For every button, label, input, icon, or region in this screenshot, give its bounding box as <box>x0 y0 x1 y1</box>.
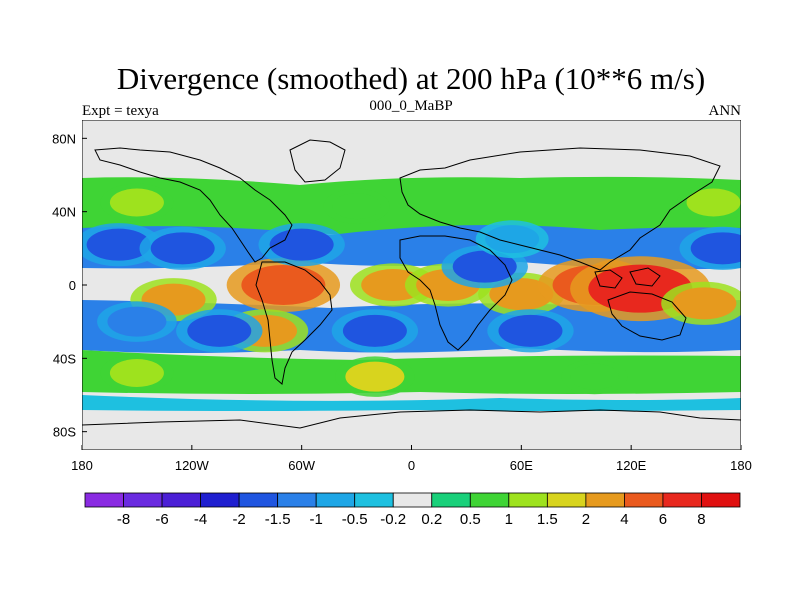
y-tick-label-4: 80S <box>53 425 76 440</box>
colorbar-box-11 <box>508 492 548 508</box>
feature-core-4 <box>489 278 554 311</box>
colorbar-label-11: 1.5 <box>537 511 558 528</box>
colorbar-box-2 <box>161 492 201 508</box>
chart-title: Divergence (smoothed) at 200 hPa (10**6 … <box>117 61 705 96</box>
feature-core-14 <box>342 314 407 347</box>
divergence-features <box>82 183 741 397</box>
colorbar-box-3 <box>200 492 240 508</box>
feature-core-12 <box>690 232 741 265</box>
feature-core-9 <box>86 228 151 261</box>
colorbar-box-1 <box>123 492 163 508</box>
x-tick-label-3: 0 <box>408 458 415 473</box>
x-tick-label-6: 180 <box>730 458 752 473</box>
y-tick-label-1: 40N <box>52 205 76 220</box>
coast-south-america <box>255 261 333 385</box>
coast-greenland <box>289 139 346 183</box>
colorbar-label-0: -8 <box>117 511 130 528</box>
feature-core-0 <box>241 265 326 305</box>
colorbar-box-9 <box>431 492 471 508</box>
colorbar-box-6 <box>315 492 356 508</box>
feature-core-21 <box>332 193 382 220</box>
coast-antarctica <box>82 409 741 429</box>
band-nh-midlat-green <box>82 176 741 236</box>
colorbar-label-7: -0.2 <box>380 511 406 528</box>
colorbar-box-15 <box>662 492 702 508</box>
colorbar-label-12: 2 <box>582 511 590 528</box>
coast-africa <box>399 235 513 351</box>
colorbar-box-12 <box>546 492 587 508</box>
colorbar-label-5: -1 <box>310 511 323 528</box>
x-tick-label-4: 60E <box>510 458 533 473</box>
colorbar-label-9: 0.5 <box>460 511 481 528</box>
colorbar-label-4: -1.5 <box>265 511 291 528</box>
y-tick-label-0: 80N <box>52 131 76 146</box>
colorbar-box-0 <box>84 492 124 508</box>
y-axis-ticks: 80N 40N 0 40S 80S <box>52 131 87 440</box>
colorbar-label-6: -0.5 <box>342 511 368 528</box>
colorbar-label-14: 6 <box>659 511 667 528</box>
colorbar-label-2: -4 <box>194 511 207 528</box>
y-tick-label-3: 40S <box>53 351 76 366</box>
colorbar-box-7 <box>354 492 394 508</box>
x-tick-label-1: 120W <box>175 458 210 473</box>
feature-core-13 <box>187 314 252 347</box>
coastlines <box>82 139 741 429</box>
colorbar-label-15: 8 <box>697 511 705 528</box>
colorbar-label-13: 4 <box>620 511 628 528</box>
coast-maritime-continent <box>594 267 661 289</box>
feature-core-10 <box>150 232 215 265</box>
feature-core-17 <box>452 250 517 283</box>
colorbar-box-8 <box>392 492 433 508</box>
center-string: 000_0_MaBP <box>369 98 452 114</box>
colorbar-box-13 <box>585 492 625 508</box>
colorbar-label-1: -6 <box>155 511 168 528</box>
feature-core-20 <box>686 188 741 217</box>
feature-core-16 <box>107 306 167 337</box>
colorbar-label-3: -2 <box>232 511 245 528</box>
left-string: Expt = texya <box>82 103 159 119</box>
colorbar-box-4 <box>238 492 279 508</box>
coast-australia <box>607 291 687 341</box>
colorbar-box-5 <box>277 492 317 508</box>
feature-core-19 <box>109 188 164 217</box>
feature-core-15 <box>498 314 563 347</box>
colorbar-box-10 <box>469 492 510 508</box>
band-antarctic-light <box>82 395 741 411</box>
feature-core-11 <box>269 228 334 261</box>
coast-eurasia <box>399 147 721 271</box>
x-tick-label-2: 60W <box>288 458 315 473</box>
x-tick-label-5: 120E <box>616 458 647 473</box>
feature-core-24 <box>345 361 405 392</box>
feature-core-18 <box>485 225 540 254</box>
feature-core-7 <box>672 287 737 320</box>
feature-core-22 <box>109 359 164 387</box>
feature-core-23 <box>570 363 620 390</box>
band-nh-subtrop-blue <box>82 225 741 270</box>
y-tick-label-2: 0 <box>69 278 76 293</box>
colorbar-box-16 <box>701 492 741 508</box>
coast-north-america <box>94 147 293 263</box>
map-panel <box>82 120 741 450</box>
colorbar-box-14 <box>624 492 664 508</box>
colorbar: -8 -6 -4 -2 -1.5 -1 -0.5 -0.2 0.2 0.5 1 1.5 2 4 6 8 <box>84 492 741 528</box>
x-tick-label-0: 180 <box>71 458 93 473</box>
x-axis-ticks: 180 120W 60W 0 60E 120E 180 <box>71 445 752 473</box>
right-string: ANN <box>709 103 742 119</box>
colorbar-label-10: 1 <box>505 511 513 528</box>
colorbar-label-8: 0.2 <box>421 511 442 528</box>
